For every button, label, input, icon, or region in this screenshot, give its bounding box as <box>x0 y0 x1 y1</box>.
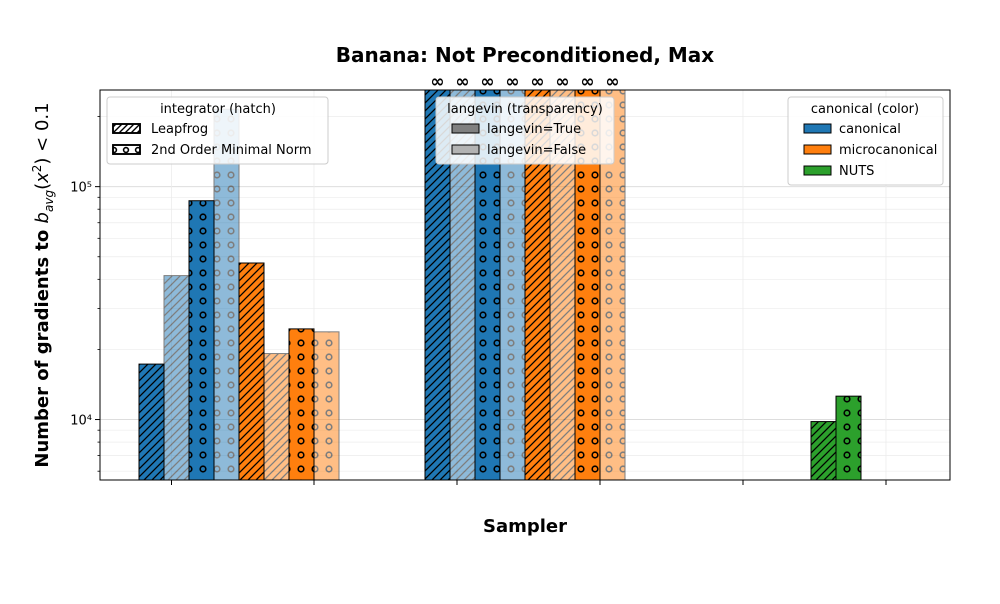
legend-swatch <box>803 165 832 176</box>
bar-hatch <box>836 396 861 480</box>
legend-swatch-outline <box>112 123 141 134</box>
legend: canonical (color) canonical microcanonical… <box>787 96 944 186</box>
infinity-label: ∞ <box>530 72 544 92</box>
legends: integrator (hatch) Leapfrog 2nd Order Mini… <box>106 96 944 186</box>
legend-swatch-hatch <box>113 145 140 154</box>
legend-swatch <box>803 144 832 155</box>
bar <box>810 421 837 481</box>
legend-swatch <box>451 144 480 155</box>
legend-box <box>787 96 944 186</box>
legend-box <box>106 96 329 165</box>
y-tick-label: 10⁵ <box>70 181 92 196</box>
infinity-label: ∞ <box>555 72 569 92</box>
infinity-label: ∞ <box>430 72 444 92</box>
legend-label: NUTS <box>839 164 874 179</box>
bar-hatch <box>214 109 239 480</box>
bar <box>163 275 190 481</box>
legend-label: langevin=True <box>487 122 581 137</box>
bar <box>313 331 340 481</box>
bar <box>213 108 240 481</box>
bar-hatch <box>139 364 164 480</box>
legend-swatch <box>803 123 832 134</box>
bar-hatch <box>314 331 339 480</box>
legend-swatch <box>451 123 480 134</box>
legend-title: langevin (transparency) <box>447 102 603 117</box>
y-axis-label: Number of gradients to bavg(x2) < 0.1 <box>30 102 56 467</box>
legend-title: canonical (color) <box>811 102 919 117</box>
axes: 10⁴ 10⁵ <box>70 116 887 485</box>
bar <box>263 353 290 481</box>
bar <box>288 328 315 481</box>
infinity-label: ∞ <box>580 72 594 92</box>
legend-swatch-outline <box>112 144 141 155</box>
legend-label: 2nd Order Minimal Norm <box>151 143 311 158</box>
bar-hatch <box>189 200 214 480</box>
bar <box>188 200 215 481</box>
legend: langevin (transparency) langevin=True lang… <box>435 96 615 165</box>
infinity-label: ∞ <box>455 72 469 92</box>
legend-label: langevin=False <box>487 143 586 158</box>
chart-title: Banana: Not Preconditioned, Max <box>336 43 714 67</box>
infinity-label: ∞ <box>605 72 619 92</box>
bar-hatch <box>811 421 836 480</box>
legend-label: microcanonical <box>839 143 937 158</box>
legend-label: Leapfrog <box>151 122 208 137</box>
bar-hatch <box>239 263 264 480</box>
infinity-label: ∞ <box>480 72 494 92</box>
legend: integrator (hatch) Leapfrog 2nd Order Mini… <box>106 96 329 165</box>
bar <box>835 395 862 481</box>
x-axis-label: Sampler <box>483 516 567 537</box>
bar-hatch <box>289 328 314 480</box>
bar-hatch <box>164 275 189 480</box>
legend-title: integrator (hatch) <box>160 102 276 117</box>
bar <box>238 262 265 481</box>
y-tick-label: 10⁴ <box>70 414 92 429</box>
bar <box>138 363 165 481</box>
legend-label: canonical <box>839 122 901 137</box>
legend-box <box>435 96 615 165</box>
infinity-label: ∞ <box>505 72 519 92</box>
infinity-labels: ∞ ∞ ∞ ∞ ∞ ∞ ∞ ∞ <box>430 72 619 92</box>
plot-frame <box>99 89 951 481</box>
legend-swatch-hatch <box>113 124 140 133</box>
bar-hatch <box>264 353 289 480</box>
